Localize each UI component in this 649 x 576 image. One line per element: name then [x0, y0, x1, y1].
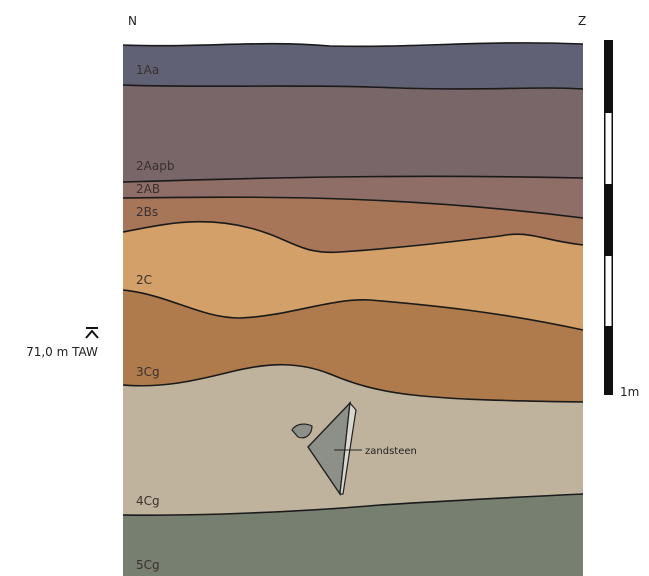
annotation: zandsteen — [365, 446, 417, 457]
layer-label: 2AB — [136, 182, 160, 196]
layer-label: 5Cg — [136, 558, 160, 572]
layer-label: 4Cg — [136, 494, 160, 508]
layer-label: 3Cg — [136, 365, 160, 379]
layer-label: 2C — [136, 273, 152, 287]
elevation-marker: 71,0 m TAW — [26, 328, 98, 359]
scale-label: 1m — [620, 385, 639, 399]
layer-label: 1Aa — [136, 63, 159, 77]
elevation-label: 71,0 m TAW — [26, 345, 98, 359]
layer-label: 2Aapb — [136, 159, 174, 173]
south-label: Z — [578, 14, 586, 28]
layers — [123, 43, 583, 576]
layer-label: 2Bs — [136, 205, 158, 219]
soil-profile: zandsteen 1m 71,0 m TAW N Z 1Aa 2Aapb 2A… — [0, 0, 649, 576]
scale-bar: 1m — [604, 40, 639, 399]
north-label: N — [128, 14, 137, 28]
